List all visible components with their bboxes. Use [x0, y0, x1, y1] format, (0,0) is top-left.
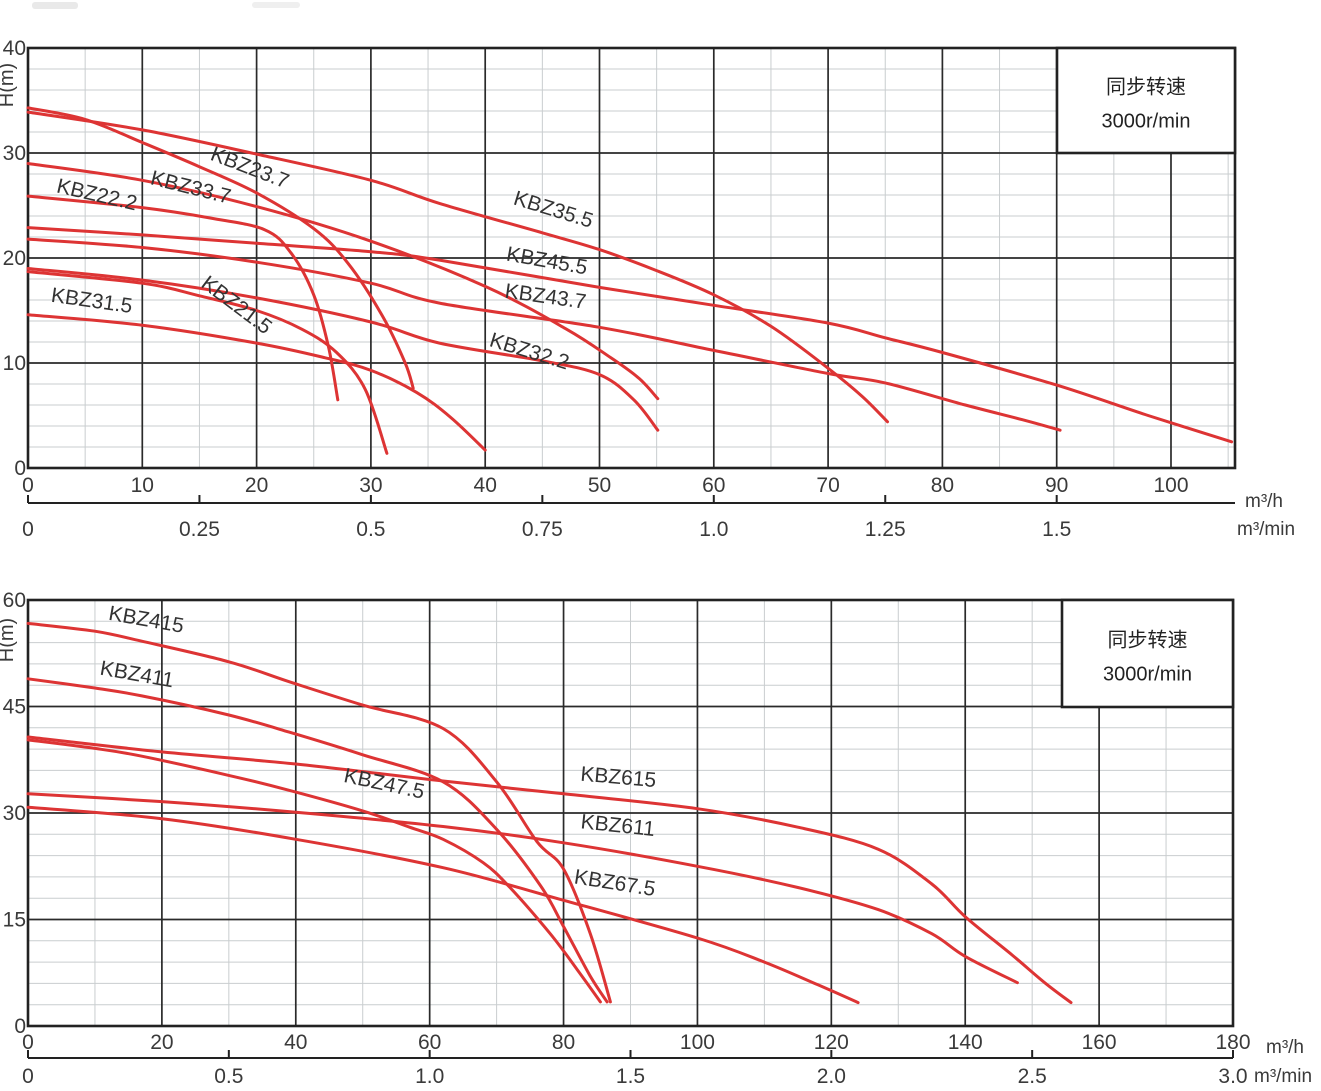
- x2-tick-label: 3.0: [1218, 1065, 1247, 1086]
- x-tick-label: 10: [131, 474, 154, 497]
- x2-tick-label: 2.5: [1018, 1065, 1047, 1086]
- grid-major: [28, 48, 1235, 468]
- curve-KBZ45.5: [26, 226, 1234, 444]
- x-tick-label: 0: [22, 474, 34, 497]
- x-tick-label: 100: [680, 1031, 715, 1054]
- plot-frame: [26, 598, 1235, 1028]
- y-tick-label: 0: [14, 1015, 26, 1038]
- x-tick-label: 30: [359, 474, 382, 497]
- y-tick-label: 0: [14, 457, 26, 480]
- x2-tick-label: 0: [22, 1065, 34, 1086]
- curve-KBZ33.7: [26, 162, 660, 401]
- y-tick-label: 60: [3, 589, 26, 612]
- y-tick-label: 20: [3, 247, 26, 270]
- x-tick-label: 60: [702, 474, 725, 497]
- speed-box-rect: [1055, 46, 1237, 155]
- curve-KBZ415: [26, 621, 612, 1004]
- speed-box-line1: 同步转速: [1106, 76, 1186, 99]
- x-tick-label: 20: [245, 474, 268, 497]
- x-tick-label: 40: [284, 1031, 307, 1054]
- curve-KBZ67.5: [26, 805, 860, 1005]
- x-tick-label: 90: [1045, 474, 1068, 497]
- y-tick-label: 45: [3, 696, 26, 719]
- curves: [26, 106, 1234, 455]
- x2-tick-label: 1.5: [1042, 518, 1071, 541]
- x-tick-label: 20: [150, 1031, 173, 1054]
- x-tick-label: 120: [814, 1031, 849, 1054]
- x-unit-secondary: m³/min: [1254, 1066, 1312, 1086]
- y-tick-label: 30: [3, 142, 26, 165]
- curve-KBZ32.2: [26, 267, 660, 432]
- y-axis-title: H(m): [0, 63, 18, 107]
- secondary-axis: [27, 495, 1235, 504]
- curve-KBZ47.5: [26, 738, 602, 1004]
- curve-KBZ21.5: [26, 270, 389, 455]
- x-unit-secondary: m³/min: [1237, 519, 1295, 540]
- x-tick-label: 0: [22, 1031, 34, 1054]
- speed-box-rect: [1060, 598, 1235, 709]
- x2-tick-label: 1.25: [865, 518, 906, 541]
- x-tick-label: 160: [1082, 1031, 1117, 1054]
- curve-KBZ31.5: [26, 313, 487, 452]
- x-tick-label: 180: [1215, 1031, 1250, 1054]
- scan-artifact: [32, 2, 78, 9]
- x2-tick-label: 0.5: [214, 1065, 243, 1086]
- x-tick-label: 80: [552, 1031, 575, 1054]
- x2-tick-label: 0: [22, 518, 34, 541]
- x-tick-label: 140: [948, 1031, 983, 1054]
- x-tick-label: 60: [418, 1031, 441, 1054]
- curve-KBZ23.7: [26, 106, 415, 390]
- x2-tick-label: 1.5: [616, 1065, 645, 1086]
- curve-KBZ411: [26, 677, 609, 1004]
- x-unit-primary: m³/h: [1266, 1037, 1304, 1058]
- x-tick-label: 70: [816, 474, 839, 497]
- curve-KBZ35.5: [26, 110, 889, 424]
- curve-KBZ615: [26, 735, 1073, 1005]
- x2-tick-label: 1.0: [699, 518, 728, 541]
- x-tick-label: 50: [588, 474, 611, 497]
- speed-box-line2: 3000r/min: [1103, 664, 1192, 686]
- speed-box-line2: 3000r/min: [1102, 111, 1191, 133]
- curve-KBZ611: [26, 792, 1019, 985]
- secondary-axis: [27, 1050, 1234, 1059]
- y-tick-label: 30: [3, 802, 26, 825]
- curve-KBZ43.7: [26, 237, 1062, 432]
- y-tick-label: 40: [3, 37, 26, 60]
- x2-tick-label: 0.5: [356, 518, 385, 541]
- speed-note-box: 同步转速 3000r/min: [1055, 46, 1237, 155]
- x2-tick-label: 0.75: [522, 518, 563, 541]
- plot-frame: [26, 46, 1237, 470]
- y-tick-label: 15: [3, 909, 26, 932]
- x-tick-label: 80: [931, 474, 954, 497]
- curves: [26, 621, 1073, 1005]
- x-unit-primary: m³/h: [1245, 491, 1283, 512]
- x2-tick-label: 1.0: [415, 1065, 444, 1086]
- x-tick-label: 40: [474, 474, 497, 497]
- x2-tick-label: 2.0: [817, 1065, 846, 1086]
- speed-note-box: 同步转速 3000r/min: [1060, 598, 1235, 709]
- curve-KBZ22.2: [26, 194, 340, 402]
- scan-artifact: [252, 2, 300, 8]
- y-tick-label: 10: [3, 352, 26, 375]
- speed-box-line1: 同步转速: [1108, 629, 1188, 652]
- x-tick-label: 100: [1153, 474, 1188, 497]
- x2-tick-label: 0.25: [179, 518, 220, 541]
- y-axis-title: H(m): [0, 618, 18, 662]
